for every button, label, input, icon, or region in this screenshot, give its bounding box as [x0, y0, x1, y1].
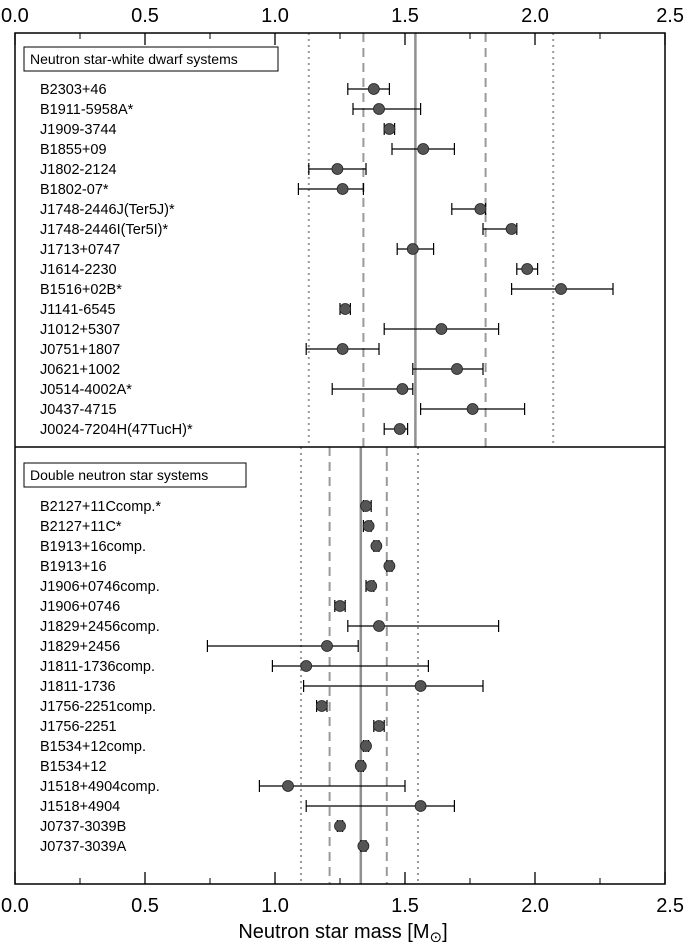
mass-marker [505, 223, 518, 235]
mass-marker [336, 343, 349, 355]
pulsar-label: J1829+2456comp. [40, 619, 160, 635]
mass-marker [373, 620, 385, 632]
mass-marker [451, 363, 463, 375]
mass-marker [334, 820, 346, 832]
pulsar-label: J1906+0746comp. [40, 579, 160, 595]
mass-marker [555, 283, 567, 295]
mass-marker [474, 203, 487, 215]
x-tick-label-bottom-1: 0.5 [131, 895, 159, 917]
mass-marker [466, 403, 479, 415]
pulsar-label: B2127+11C* [40, 519, 122, 535]
pulsar-label: J1906+0746 [40, 599, 120, 615]
mass-marker [414, 800, 427, 812]
pulsar-label: J1141-6545 [40, 302, 116, 318]
x-axis-label-text: Neutron star mass [M [238, 921, 429, 942]
pulsar-label: J1802-2124 [40, 162, 117, 178]
mass-marker [365, 580, 378, 592]
pulsar-label: J1756-2251 [40, 719, 117, 735]
mass-marker [357, 840, 370, 852]
mass-marker [521, 263, 534, 275]
pulsar-label: J1756-2251comp. [40, 699, 156, 715]
sun-symbol-icon: ⊙ [430, 929, 443, 942]
pulsar-label: J1012+5307 [40, 322, 120, 338]
pulsar-label: J1829+2456 [40, 639, 120, 655]
pulsar-label: B2127+11Ccomp.* [40, 499, 161, 515]
plot-frame [14, 32, 666, 885]
pulsar-label: J0751+1807 [40, 342, 120, 358]
mass-marker [315, 700, 328, 712]
mass-marker [300, 660, 313, 672]
x-tick-label-bottom-2: 1.0 [261, 895, 289, 917]
mass-marker [339, 303, 352, 315]
pulsar-label: J0621+1002 [40, 362, 120, 378]
pulsar-label: J1748-2446J(Ter5J)* [40, 202, 175, 218]
mass-marker [367, 83, 380, 95]
x-tick-label-bottom-5: 2.5 [656, 895, 684, 917]
x-tick-label-top-4: 2.0 [521, 5, 549, 27]
pulsar-label: B1516+02B* [40, 282, 122, 298]
x-tick-label-top-3: 1.5 [391, 5, 419, 27]
panel-title-box-2 [23, 462, 247, 488]
pulsar-label: J0024-7204H(47TucH)* [40, 422, 193, 438]
x-axis-label: Neutron star mass [M⊙] [238, 921, 447, 942]
pulsar-label: J1811-1736comp. [40, 659, 155, 675]
mass-marker [362, 520, 375, 532]
pulsar-label: B1534+12 [40, 759, 107, 775]
mass-marker [383, 123, 396, 135]
pulsar-label: J0737-3039B [40, 819, 126, 835]
mass-marker [373, 103, 385, 115]
mass-marker [435, 323, 448, 335]
pulsar-label: J1748-2446I(Ter5I)* [40, 222, 169, 238]
x-tick-label-top-2: 1.0 [261, 5, 289, 27]
pulsar-label: J1713+0747 [40, 242, 120, 258]
mass-marker [373, 720, 385, 732]
panel-title-1: Neutron star-white dwarf systems [30, 51, 238, 67]
mass-marker [393, 423, 406, 435]
pulsar-label: J1518+4904 [40, 799, 120, 815]
pulsar-label: J0737-3039A [40, 839, 127, 855]
pulsar-label: J1614-2230 [40, 262, 117, 278]
x-tick-label-top-5: 2.5 [656, 5, 684, 27]
mass-marker [334, 600, 346, 612]
mass-marker [370, 540, 383, 552]
mass-marker [331, 163, 344, 175]
mass-marker [360, 500, 372, 512]
mass-marker [396, 383, 409, 395]
pulsar-label: B1802-07* [40, 182, 109, 198]
pulsar-label: B1855+09 [40, 142, 107, 158]
pulsar-label: J1909-3744 [40, 122, 117, 138]
pulsar-label: B2303+46 [40, 82, 107, 98]
mass-marker [336, 183, 349, 195]
panel-title-2: Double neutron star systems [30, 467, 208, 483]
mass-marker [321, 640, 333, 652]
mass-marker [414, 680, 427, 692]
mass-marker [417, 143, 430, 155]
mass-marker [360, 740, 372, 752]
x-axis-label-suffix: ] [442, 921, 448, 942]
panel-title-box-1 [23, 46, 279, 72]
pulsar-label: J0514-4002A* [40, 382, 132, 398]
pulsar-label: J1518+4904comp. [40, 779, 160, 795]
pulsar-label: J0437-4715 [40, 402, 117, 418]
x-tick-label-top-1: 0.5 [131, 5, 159, 27]
mass-marker [354, 760, 367, 772]
x-tick-label-bottom-4: 2.0 [521, 895, 549, 917]
x-tick-label-bottom-3: 1.5 [391, 895, 419, 917]
pulsar-label: B1913+16comp. [40, 539, 146, 555]
x-tick-label-top-0: 0.0 [1, 5, 29, 27]
mass-marker [406, 243, 419, 255]
pulsar-label: B1913+16 [40, 559, 107, 575]
pulsar-label: B1911-5958A* [40, 102, 134, 118]
pulsar-label: B1534+12comp. [40, 739, 146, 755]
mass-marker [282, 780, 294, 792]
mass-marker [383, 560, 396, 572]
x-tick-label-bottom-0: 0.0 [1, 895, 29, 917]
pulsar-label: J1811-1736 [40, 679, 116, 695]
